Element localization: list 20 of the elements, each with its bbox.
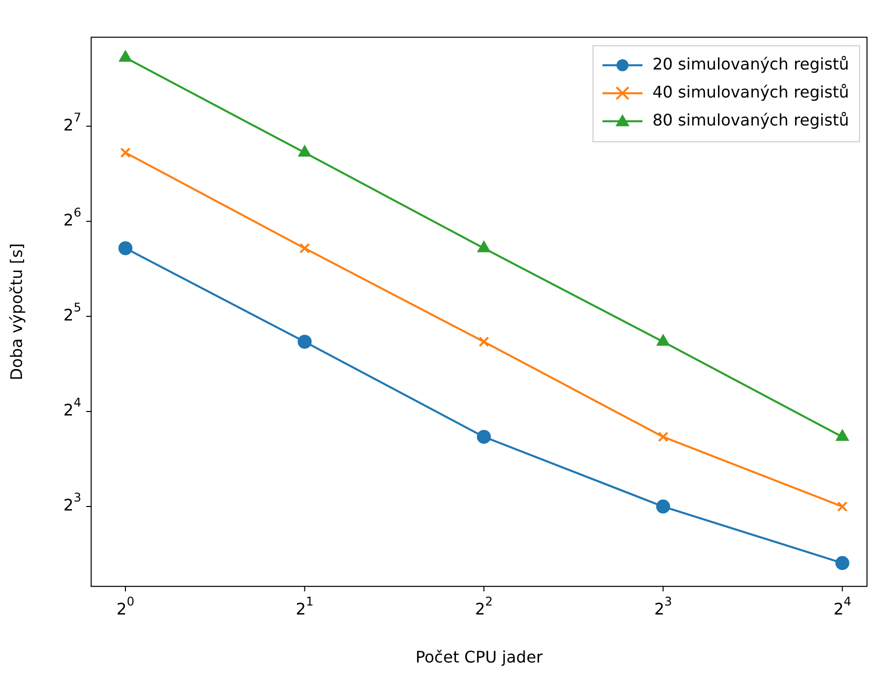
point: [299, 242, 310, 254]
point: [120, 147, 131, 158]
point: [298, 146, 311, 157]
legend-label: 20 simulovaných registů: [652, 54, 849, 74]
y-axis-title: Doba výpočtu [s]: [6, 243, 26, 380]
point: [478, 241, 490, 252]
legend-label: 40 simulovaných registů: [652, 82, 849, 102]
point: [476, 430, 491, 444]
point: [837, 501, 848, 512]
point: [119, 50, 132, 62]
point: [656, 334, 670, 346]
legend-label: 80 simulovaných registů: [652, 110, 849, 130]
x-axis-title: Počet CPU jader: [415, 648, 544, 667]
point: [478, 336, 490, 347]
point: [656, 500, 670, 514]
point: [658, 432, 668, 442]
point: [836, 430, 849, 441]
point: [118, 241, 132, 256]
point: [298, 334, 312, 349]
point: [835, 556, 850, 570]
